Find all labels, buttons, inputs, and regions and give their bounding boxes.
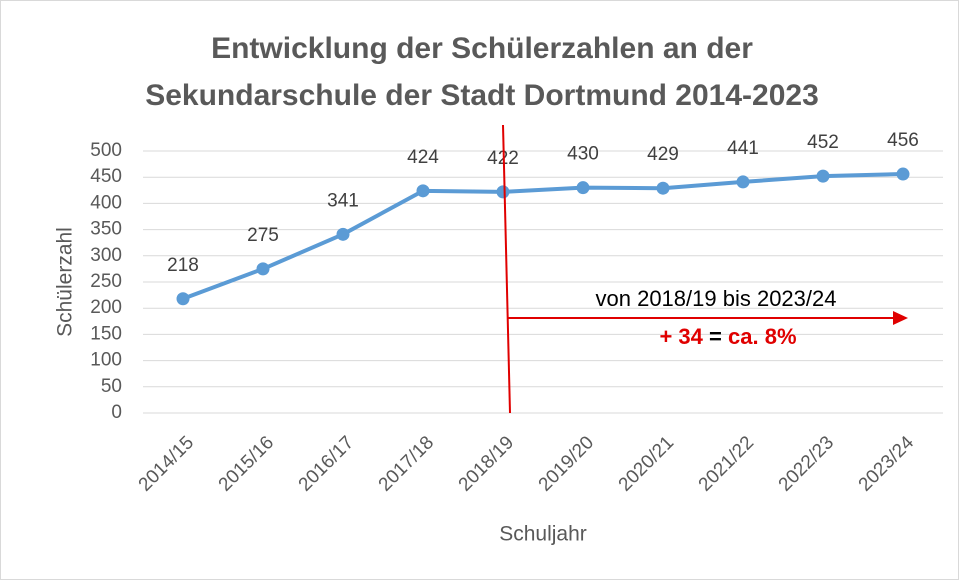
divider-line	[502, 124, 511, 414]
data-label: 441	[727, 138, 759, 159]
y-tick-label: 450	[90, 166, 122, 187]
y-tick-label: 500	[90, 140, 122, 161]
y-tick-label: 150	[90, 323, 122, 344]
data-point	[576, 181, 590, 195]
line-series	[182, 172, 904, 301]
data-point	[496, 185, 510, 199]
annotation: + 34 = ca. 8%	[659, 324, 796, 349]
annotation: von 2018/19 bis 2023/24	[596, 286, 837, 311]
y-tick-label: 200	[90, 297, 122, 318]
y-tick-label: 400	[90, 192, 122, 213]
data-label: 429	[647, 144, 679, 165]
annotation-part: =	[709, 324, 722, 349]
data-label: 456	[887, 130, 919, 151]
data-point	[736, 175, 750, 189]
data-label: 218	[167, 255, 199, 276]
x-axis-label: Schuljahr	[499, 523, 587, 546]
y-tick-label: 250	[90, 271, 122, 292]
y-axis-label: Schülerzahl	[54, 227, 77, 337]
data-label: 430	[567, 144, 599, 165]
y-tick-label: 0	[111, 402, 122, 423]
data-point	[896, 167, 910, 181]
data-label: 341	[327, 190, 359, 211]
y-tick-label: 350	[90, 219, 122, 240]
data-label: 275	[247, 225, 279, 246]
data-label: 452	[807, 132, 839, 153]
data-point	[256, 262, 270, 276]
data-label: 424	[407, 147, 439, 168]
chart-title: Entwicklung der Schülerzahlen an der	[211, 32, 753, 65]
y-tick-label: 50	[101, 376, 122, 397]
y-tick-label: 300	[90, 245, 122, 266]
data-point	[656, 181, 670, 195]
chart-title: Sekundarschule der Stadt Dortmund 2014-2…	[145, 79, 819, 112]
annotation-part: ca. 8%	[728, 324, 797, 349]
arrow-head	[893, 311, 908, 325]
annotation-part: + 34	[659, 324, 703, 349]
data-point	[176, 292, 190, 306]
data-point	[816, 169, 830, 183]
y-tick-label: 100	[90, 350, 122, 371]
data-point	[416, 184, 430, 198]
data-point	[336, 227, 350, 241]
